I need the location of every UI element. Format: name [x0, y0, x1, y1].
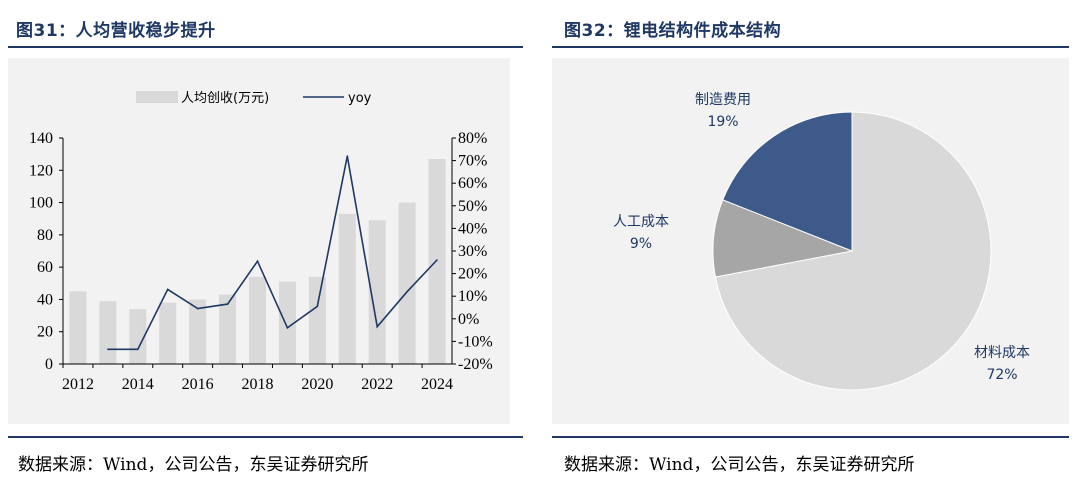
left-tick-label: 120 — [29, 162, 53, 179]
right-tick-label: 70% — [458, 153, 487, 170]
yoy-point-2017 — [226, 303, 229, 305]
bar-2023 — [398, 202, 416, 364]
right-tick-label: 30% — [458, 243, 487, 260]
bar-2012 — [69, 291, 87, 364]
yoy-point-2020 — [316, 305, 319, 308]
pie-slice-3 — [722, 111, 853, 252]
right-tick-label: 0% — [458, 311, 479, 328]
bar-2018 — [249, 276, 266, 364]
pie-label-name: 材料成本 — [974, 345, 1030, 361]
bar-2020 — [308, 276, 326, 364]
x-tick-label: 2018 — [242, 376, 274, 393]
pie-slice-2 — [712, 199, 854, 278]
bar-2021 — [338, 213, 356, 364]
yoy-point-2024 — [436, 259, 438, 261]
bar-2015 — [159, 302, 177, 364]
left-tick-label: 60 — [37, 259, 53, 276]
source-note: 数据来源：Wind，公司公告，东吴证券研究所 — [564, 455, 915, 475]
yoy-point-2021 — [346, 155, 349, 157]
legend-bar-label: 人均创收(万元) — [181, 91, 269, 106]
x-tick-label: 2016 — [182, 376, 214, 393]
source-divider — [552, 436, 1069, 438]
pie-label-value: 72% — [986, 367, 1017, 383]
legend-bar-swatch — [136, 91, 178, 103]
right-tick-label: 20% — [458, 266, 487, 283]
bar-2016 — [189, 299, 207, 364]
left-tick-label: 100 — [29, 195, 53, 212]
title-divider — [8, 46, 523, 48]
left-tick-label: 0 — [45, 356, 53, 373]
right-tick-label: 80% — [458, 130, 487, 147]
x-tick-label: 2022 — [361, 376, 393, 393]
yoy-point-2013 — [107, 348, 109, 351]
yoy-point-2022 — [376, 325, 378, 328]
right-tick-label: 60% — [458, 175, 487, 192]
bar-2017 — [219, 294, 237, 364]
source-note: 数据来源：Wind，公司公告，东吴证券研究所 — [18, 455, 369, 475]
right-tick-label: 10% — [458, 288, 487, 305]
figure-31-title: 图31：人均营收稳步提升 — [16, 21, 216, 41]
right-tick-label: -10% — [458, 333, 493, 350]
bar-2014 — [129, 309, 147, 364]
source-divider — [8, 436, 523, 438]
figure-32-title: 图32：锂电结构件成本结构 — [564, 21, 782, 41]
left-figure-panel: 图31：人均营收稳步提升 0 20 40 60 80 100 120 140 -20% -10% 0… — [0, 0, 530, 480]
x-tick-label: 2020 — [301, 376, 333, 393]
left-tick-label: 140 — [29, 130, 53, 147]
bar-2024 — [428, 158, 446, 364]
yoy-point-2023 — [406, 290, 408, 293]
left-tick-label: 40 — [37, 291, 53, 308]
pie-label-value: 9% — [630, 236, 652, 252]
right-tick-label: 50% — [458, 198, 487, 215]
pie-label-name: 人工成本 — [613, 214, 669, 230]
revenue-per-capita-chart: 0 20 40 60 80 100 120 140 -20% -10% 0% 10% 20% 30% 40%… — [29, 91, 493, 393]
pie-label-name: 制造费用 — [695, 92, 751, 108]
yoy-point-2019 — [286, 327, 289, 329]
x-tick-label: 2012 — [62, 376, 94, 393]
yoy-point-2014 — [137, 348, 139, 351]
pie-label-value: 19% — [707, 114, 738, 130]
legend-line-label: yoy — [348, 91, 372, 106]
right-tick-label: -20% — [458, 356, 493, 373]
x-tick-label: 2014 — [122, 376, 154, 393]
yoy-line — [107, 155, 438, 351]
left-tick-label: 80 — [37, 227, 53, 244]
bar-2022 — [368, 220, 386, 364]
yoy-point-2016 — [196, 307, 199, 310]
yoy-point-2015 — [166, 288, 169, 291]
cost-structure-pie-chart: 材料成本 72% 人工成本 9% 制造费用 19% — [613, 92, 1030, 391]
x-tick-label: 2024 — [421, 376, 453, 393]
title-divider — [552, 46, 1069, 48]
right-tick-label: 40% — [458, 220, 487, 237]
bar-2013 — [99, 301, 117, 364]
bar-2019 — [278, 281, 296, 364]
right-figure-panel: 图32：锂电结构件成本结构 材料成本 72% 人工成本 9% 制造费用 19% 数据来源：… — [550, 0, 1080, 480]
yoy-point-2018 — [256, 260, 259, 262]
left-tick-label: 20 — [37, 324, 53, 341]
